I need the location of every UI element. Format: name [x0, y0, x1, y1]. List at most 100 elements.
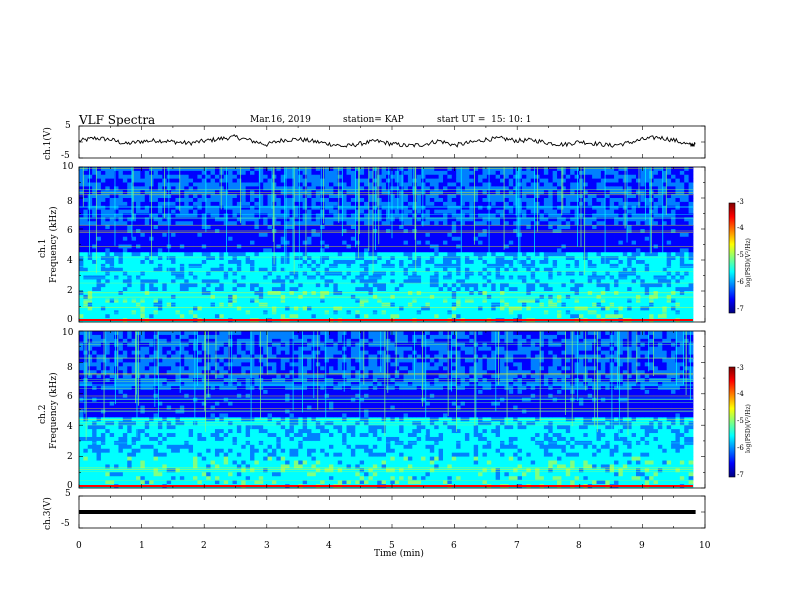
spectrogram-cell	[592, 194, 597, 199]
spectrogram-cell	[197, 298, 203, 304]
spectrogram-cell	[293, 182, 299, 187]
spectrogram-cell	[364, 186, 369, 191]
spectrogram-cell	[118, 263, 124, 269]
spectrogram-cell	[421, 271, 426, 276]
spectrogram-cell	[438, 209, 444, 214]
spectrogram-cell	[122, 174, 128, 180]
spectrogram-cell	[254, 279, 260, 284]
spectrogram-cell	[232, 256, 238, 261]
spectrogram-cell	[162, 232, 168, 238]
spectrogram-cell	[223, 186, 229, 191]
spectrogram-cell	[127, 291, 133, 296]
spectrogram-cell	[596, 275, 602, 280]
spectrogram-cell	[157, 291, 163, 296]
spectrogram-cell	[460, 198, 466, 203]
spectrogram-cell	[434, 170, 440, 176]
spectrogram-cell	[105, 198, 111, 203]
spectrogram-cell	[122, 240, 128, 245]
spectrogram-cell	[539, 194, 545, 199]
spectrogram-cell	[350, 240, 356, 245]
spectrogram-cell	[254, 236, 260, 242]
spectrogram-cell	[302, 232, 308, 238]
spectrogram-cell	[368, 213, 374, 218]
spectrogram-cell	[179, 186, 185, 191]
spectrogram-cell	[175, 252, 181, 257]
spectrogram-cell	[100, 279, 106, 284]
spectrogram-cell	[521, 267, 527, 273]
spectrogram-cell	[214, 256, 220, 261]
spectrogram-cell	[491, 256, 497, 261]
spectrogram-cell	[342, 256, 347, 261]
spectrogram-cell	[219, 279, 225, 284]
spectrogram-cell	[285, 260, 290, 265]
spectrogram-cell	[337, 256, 343, 261]
spectrogram-cell	[179, 194, 185, 199]
spectrogram-cell	[399, 198, 404, 203]
spectrogram-cell	[193, 178, 198, 183]
spectrogram-cell	[565, 271, 571, 276]
spectrogram-cell	[609, 190, 615, 195]
spectrogram-cell	[346, 256, 352, 261]
spectrogram-cell	[539, 186, 545, 191]
spectrogram-cell	[605, 170, 611, 176]
spectrogram-cell	[245, 263, 251, 269]
spectrogram-cell	[548, 310, 554, 315]
spectrogram-cell	[429, 201, 435, 207]
spectrogram-cell	[179, 279, 185, 284]
spectrogram-cell	[570, 260, 575, 265]
spectrogram-cell	[425, 310, 431, 315]
spectrogram-cell	[315, 267, 321, 273]
spectrogram-cell	[543, 198, 549, 203]
spectrogram-cell	[394, 248, 400, 253]
spectrogram-cell	[386, 194, 391, 199]
spectrogram-cell	[122, 283, 128, 288]
spectrogram-cell	[114, 213, 119, 218]
spectrogram-cell	[136, 275, 141, 280]
spectrogram-cell	[552, 174, 558, 180]
spectrogram-cell	[206, 314, 211, 319]
spectrogram-cell	[184, 167, 190, 172]
spectrogram-cell	[504, 271, 510, 276]
ch1-ytick: 8	[67, 197, 73, 207]
spectrogram-cell	[114, 225, 119, 230]
spectrogram-cell	[521, 217, 527, 222]
ch2-ytick: 6	[67, 392, 73, 402]
spectrogram-cell	[350, 248, 356, 253]
spectrogram-cell	[530, 170, 536, 176]
spectrogram-cell	[122, 252, 128, 257]
spectrogram-cell	[443, 252, 448, 257]
spectrogram-cell	[179, 170, 185, 176]
spectrogram-cell	[596, 213, 602, 218]
spectrogram-cell	[429, 182, 435, 187]
spectrogram-cell	[157, 209, 163, 214]
spectrogram-cell	[478, 186, 483, 191]
spectrogram-cell	[232, 252, 238, 257]
spectrogram-cell	[557, 236, 562, 242]
spectrogram-cell	[500, 170, 505, 176]
spectrogram-cell	[136, 256, 141, 261]
spectrogram-cell	[350, 260, 356, 265]
spectrogram-cell	[320, 213, 325, 218]
spectrogram-cell	[521, 232, 527, 238]
spectrogram-cell	[359, 198, 365, 203]
spectrogram-cell	[153, 182, 159, 187]
spectrogram-cell	[456, 225, 461, 230]
spectrogram-cell	[157, 236, 163, 242]
spectrogram-cell	[333, 225, 339, 230]
spectrogram-cell	[105, 263, 111, 269]
spectrogram-cell	[552, 221, 558, 226]
spectrogram-cell	[337, 190, 343, 195]
spectrogram-cell	[302, 271, 308, 276]
spectrogram-cell	[359, 182, 365, 187]
spectrogram-cell	[592, 174, 597, 180]
spectrogram-cell	[188, 236, 194, 242]
spectrogram-cell	[293, 279, 299, 284]
spectrogram-cell	[386, 178, 391, 183]
spectrogram-cell	[500, 209, 505, 214]
spectrogram-cell	[346, 182, 352, 187]
spectrogram-cell	[403, 252, 409, 257]
spectrogram-cell	[368, 275, 374, 280]
spectrogram-cell	[250, 271, 255, 276]
spectrogram-cell	[421, 170, 426, 176]
spectrogram-cell	[447, 209, 453, 214]
